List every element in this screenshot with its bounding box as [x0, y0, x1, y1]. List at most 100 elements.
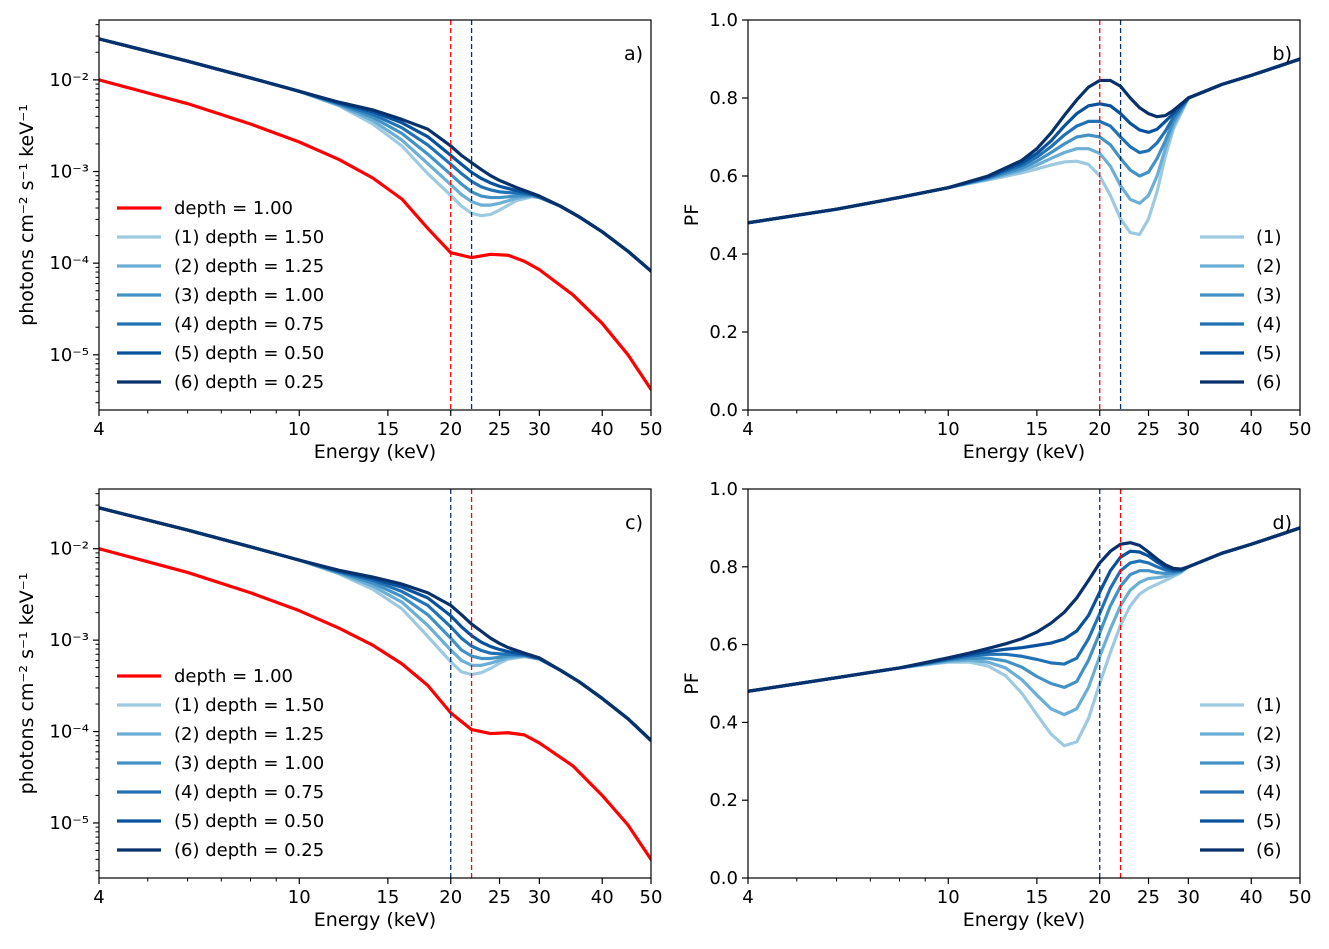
series-line-3 — [748, 57, 1300, 225]
legend: (1) (2) (3) (4) (5) (6) — [1200, 695, 1282, 861]
x-tick-label: 50 — [640, 887, 663, 908]
y-tick-label: 10⁻³ — [49, 630, 89, 651]
y-tick-label: 10⁻⁵ — [49, 345, 89, 366]
y-tick-label: 0.8 — [709, 88, 738, 109]
x-tick-label: 50 — [640, 419, 663, 440]
panel-d: 4 10 15 20 25 30 40 50 0.0 0.2 0.4 0.6 0.8 1.0 Energy … — [681, 479, 1311, 931]
legend-label: (3) depth = 1.00 — [174, 285, 324, 306]
x-tick-label: 10 — [288, 419, 311, 440]
panel-label: a) — [624, 43, 643, 65]
x-tick-label: 10 — [937, 887, 960, 908]
series-line-0 — [99, 547, 651, 861]
x-tick-label: 15 — [1025, 419, 1048, 440]
legend-label: (4) depth = 0.75 — [174, 782, 324, 803]
y-tick-label: 0.0 — [709, 868, 738, 889]
legend-label: (4) depth = 0.75 — [174, 314, 324, 335]
legend-label: (3) — [1256, 753, 1282, 774]
plot-frame — [98, 19, 652, 411]
legend-label: (5) depth = 0.50 — [174, 343, 324, 364]
legend-label: (3) — [1256, 285, 1282, 306]
x-tick-label: 4 — [742, 419, 753, 440]
legend: (1) (2) (3) (4) (5) (6) — [1200, 227, 1282, 393]
series-line-1 — [748, 57, 1300, 225]
y-tick-label: 0.8 — [709, 557, 738, 578]
x-tick-label: 20 — [1088, 419, 1111, 440]
y-tick-label: 10⁻² — [49, 539, 89, 560]
legend-label: (6) — [1256, 840, 1282, 861]
y-axis-label: PF — [681, 204, 703, 226]
x-axis-label: Energy (keV) — [963, 441, 1085, 463]
legend-label: (1) — [1256, 695, 1282, 716]
series-line-5 — [748, 57, 1300, 225]
x-tick-label: 25 — [1137, 887, 1160, 908]
x-tick-label: 4 — [93, 887, 104, 908]
series-line-6 — [99, 37, 651, 273]
y-tick-label: 10⁻⁴ — [49, 253, 89, 274]
panel-b: 4 10 15 20 25 30 40 50 0.0 0.2 0.4 0.6 0.8 1.0 Energy … — [681, 10, 1311, 463]
plot-frame — [747, 488, 1301, 879]
x-tick-label: 40 — [1240, 419, 1263, 440]
x-tick-label: 30 — [528, 887, 551, 908]
legend-label: (4) — [1256, 782, 1282, 803]
x-tick-label: 20 — [439, 419, 462, 440]
y-tick-label: 0.2 — [709, 322, 738, 343]
y-tick-label: 1.0 — [709, 10, 738, 31]
y-tick-label: 0.4 — [709, 244, 738, 265]
y-tick-label: 10⁻⁴ — [49, 722, 89, 743]
x-axis-label: Energy (keV) — [963, 909, 1085, 931]
x-tick-label: 30 — [528, 419, 551, 440]
x-tick-label: 15 — [1025, 887, 1048, 908]
legend: depth = 1.00 (1) depth = 1.50 (2) depth = … — [117, 666, 324, 861]
x-tick-label: 4 — [742, 887, 753, 908]
y-axis-label: photons cm⁻² s⁻¹ keV⁻¹ — [16, 104, 38, 326]
legend: depth = 1.00 (1) depth = 1.50 (2) depth = … — [117, 198, 324, 393]
series-line-2 — [748, 57, 1300, 225]
plot-frame — [98, 488, 652, 879]
x-tick-label: 25 — [488, 887, 511, 908]
legend-label: (2) — [1256, 256, 1282, 277]
legend-label: (1) depth = 1.50 — [174, 227, 324, 248]
legend-label: (5) — [1256, 811, 1282, 832]
series-group — [748, 526, 1300, 748]
legend-label: (5) — [1256, 343, 1282, 364]
y-tick-label: 0.6 — [709, 635, 738, 656]
panel-label: d) — [1273, 512, 1292, 534]
x-axis-label: Energy (keV) — [314, 441, 436, 463]
x-tick-label: 40 — [591, 419, 614, 440]
x-tick-label: 30 — [1177, 419, 1200, 440]
panel-a: 4 10 15 20 25 30 40 50 10⁻⁵ 10⁻⁴ 10⁻³ 10⁻² Energy (k… — [16, 19, 663, 463]
panel-label: b) — [1273, 43, 1292, 65]
x-tick-label: 4 — [93, 419, 104, 440]
plot-frame — [747, 19, 1301, 411]
legend-label: (4) — [1256, 314, 1282, 335]
x-tick-label: 25 — [1137, 419, 1160, 440]
x-tick-label: 20 — [439, 887, 462, 908]
series-group — [99, 506, 651, 861]
series-line-0 — [99, 78, 651, 391]
x-tick-label: 15 — [376, 419, 399, 440]
y-tick-label: 0.0 — [709, 400, 738, 421]
legend-label: (2) — [1256, 724, 1282, 745]
legend-label: (5) depth = 0.50 — [174, 811, 324, 832]
x-axis-label: Energy (keV) — [314, 909, 436, 931]
legend-label: (1) depth = 1.50 — [174, 695, 324, 716]
x-tick-label: 50 — [1289, 419, 1312, 440]
panel-c: 4 10 15 20 25 30 40 50 10⁻⁵ 10⁻⁴ 10⁻³ 10⁻² Energy (k… — [16, 488, 663, 931]
y-tick-label: 10⁻³ — [49, 162, 89, 183]
x-tick-label: 25 — [488, 419, 511, 440]
x-tick-label: 10 — [288, 887, 311, 908]
series-group — [748, 57, 1300, 237]
y-tick-label: 0.2 — [709, 790, 738, 811]
x-tick-label: 15 — [376, 887, 399, 908]
y-tick-label: 10⁻⁵ — [49, 813, 89, 834]
legend-label: (1) — [1256, 227, 1282, 248]
series-line-6 — [99, 506, 651, 743]
legend-label: (3) depth = 1.00 — [174, 753, 324, 774]
y-axis-label: photons cm⁻² s⁻¹ keV⁻¹ — [16, 573, 38, 795]
x-tick-label: 20 — [1088, 887, 1111, 908]
y-axis-label: PF — [681, 672, 703, 694]
series-group — [99, 37, 651, 391]
legend-label: (6) depth = 0.25 — [174, 840, 324, 861]
legend-label: (2) depth = 1.25 — [174, 256, 324, 277]
